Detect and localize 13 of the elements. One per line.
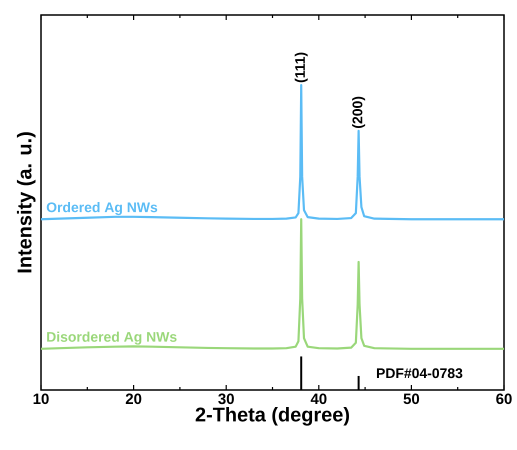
x-tick-label: 60: [496, 394, 512, 404]
x-tick-label: 50: [404, 394, 420, 404]
annotation: (200): [352, 96, 366, 128]
x-axis-title: 2-Theta (degree): [196, 406, 349, 426]
x-tick-label: 10: [34, 394, 49, 404]
x-tick-label: 30: [218, 394, 234, 404]
annotation: (111): [294, 52, 308, 82]
x-tick-label: 20: [126, 394, 142, 404]
y-axis-title: Intensity (a. u.): [16, 132, 36, 272]
series-label: PDF#04-0783: [376, 368, 462, 378]
series-label: Disordered Ag NWs: [47, 332, 177, 345]
series-label: Ordered Ag NWs: [46, 202, 158, 216]
x-tick-label: 40: [310, 394, 326, 404]
